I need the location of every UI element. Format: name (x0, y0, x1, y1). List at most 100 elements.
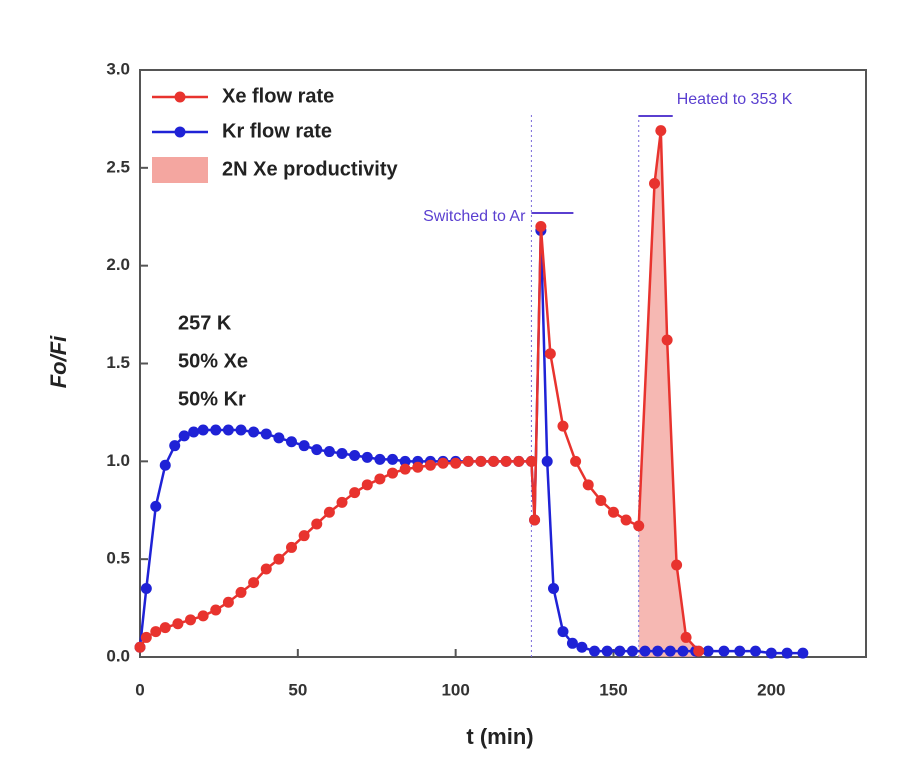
x-tick-label: 50 (288, 680, 307, 699)
data-point (399, 463, 411, 475)
data-point (323, 446, 335, 458)
legend-label: Kr flow rate (222, 120, 332, 142)
data-point (582, 479, 594, 491)
legend-marker (174, 91, 186, 103)
data-point (601, 645, 613, 657)
data-point (734, 645, 746, 657)
data-point (286, 541, 298, 553)
data-point (311, 444, 323, 456)
data-point (387, 453, 399, 465)
data-point (500, 455, 512, 467)
data-point (222, 596, 234, 608)
data-point (399, 455, 411, 467)
data-point (671, 559, 683, 571)
data-point (437, 457, 449, 469)
data-point (462, 455, 474, 467)
data-point (248, 426, 260, 438)
annotation: 257 K (178, 312, 232, 334)
data-point (412, 461, 424, 473)
annotation: 50% Xe (178, 350, 248, 372)
data-point (633, 520, 645, 532)
legend-label: Xe flow rate (222, 85, 334, 107)
data-point (655, 125, 667, 137)
data-point (197, 424, 209, 436)
data-point (702, 645, 714, 657)
data-point (374, 473, 386, 485)
data-point (797, 647, 809, 659)
data-point (557, 626, 569, 638)
data-point (361, 451, 373, 463)
y-tick-label: 2.0 (106, 255, 130, 274)
data-point (188, 426, 200, 438)
data-point (185, 614, 197, 626)
y-tick-label: 1.0 (106, 451, 130, 470)
data-point (513, 455, 525, 467)
data-point (450, 457, 462, 469)
data-point (488, 455, 500, 467)
data-point (361, 479, 373, 491)
data-point (781, 647, 793, 659)
y-tick-label: 0.5 (106, 549, 130, 568)
data-point (336, 496, 348, 508)
data-point (570, 455, 582, 467)
data-point (652, 645, 664, 657)
data-point (677, 645, 689, 657)
area (638, 130, 696, 657)
data-point (286, 436, 298, 448)
data-point (664, 645, 676, 657)
y-tick-label: 0.0 (106, 646, 130, 665)
data-point (349, 487, 361, 499)
y-tick-label: 3.0 (106, 59, 130, 78)
data-point (693, 645, 705, 657)
legend-label: 2N Xe productivity (222, 158, 398, 180)
data-point (661, 334, 673, 346)
legend-swatch (152, 157, 208, 183)
data-point (626, 645, 638, 657)
y-axis-label: Fo/Fi (46, 335, 71, 388)
data-point (134, 641, 146, 653)
data-point (150, 500, 162, 512)
data-point (235, 424, 247, 436)
x-tick-label: 0 (135, 680, 144, 699)
data-point (273, 553, 285, 565)
x-tick-label: 100 (441, 680, 469, 699)
data-point (620, 514, 632, 526)
event-label: Switched to Ar (423, 208, 526, 225)
data-point (298, 530, 310, 542)
data-point (159, 622, 171, 634)
x-tick-label: 200 (757, 680, 785, 699)
data-point (197, 610, 209, 622)
data-point (235, 586, 247, 598)
data-point (260, 428, 272, 440)
data-point (614, 645, 626, 657)
data-point (765, 647, 777, 659)
data-point (311, 518, 323, 530)
data-point (298, 440, 310, 452)
x-axis-label: t (min) (466, 724, 533, 749)
data-point (718, 645, 730, 657)
data-point (260, 563, 272, 575)
data-point (535, 221, 547, 233)
data-point (210, 604, 222, 616)
data-point (475, 455, 487, 467)
data-point (639, 645, 651, 657)
data-point (150, 626, 162, 638)
data-point (750, 645, 762, 657)
data-point (222, 424, 234, 436)
data-point (557, 420, 569, 432)
data-point (387, 467, 399, 479)
data-point (541, 455, 553, 467)
event-label: Heated to 353 K (677, 91, 793, 108)
data-point (210, 424, 222, 436)
data-point (349, 449, 361, 461)
y-tick-label: 2.5 (106, 157, 130, 176)
data-point (525, 455, 537, 467)
data-point (576, 641, 588, 653)
data-point (140, 583, 152, 595)
data-point (159, 459, 171, 471)
data-point (323, 506, 335, 518)
data-point (178, 430, 190, 442)
data-point (589, 645, 601, 657)
annotation: 50% Kr (178, 388, 246, 410)
data-point (273, 432, 285, 444)
